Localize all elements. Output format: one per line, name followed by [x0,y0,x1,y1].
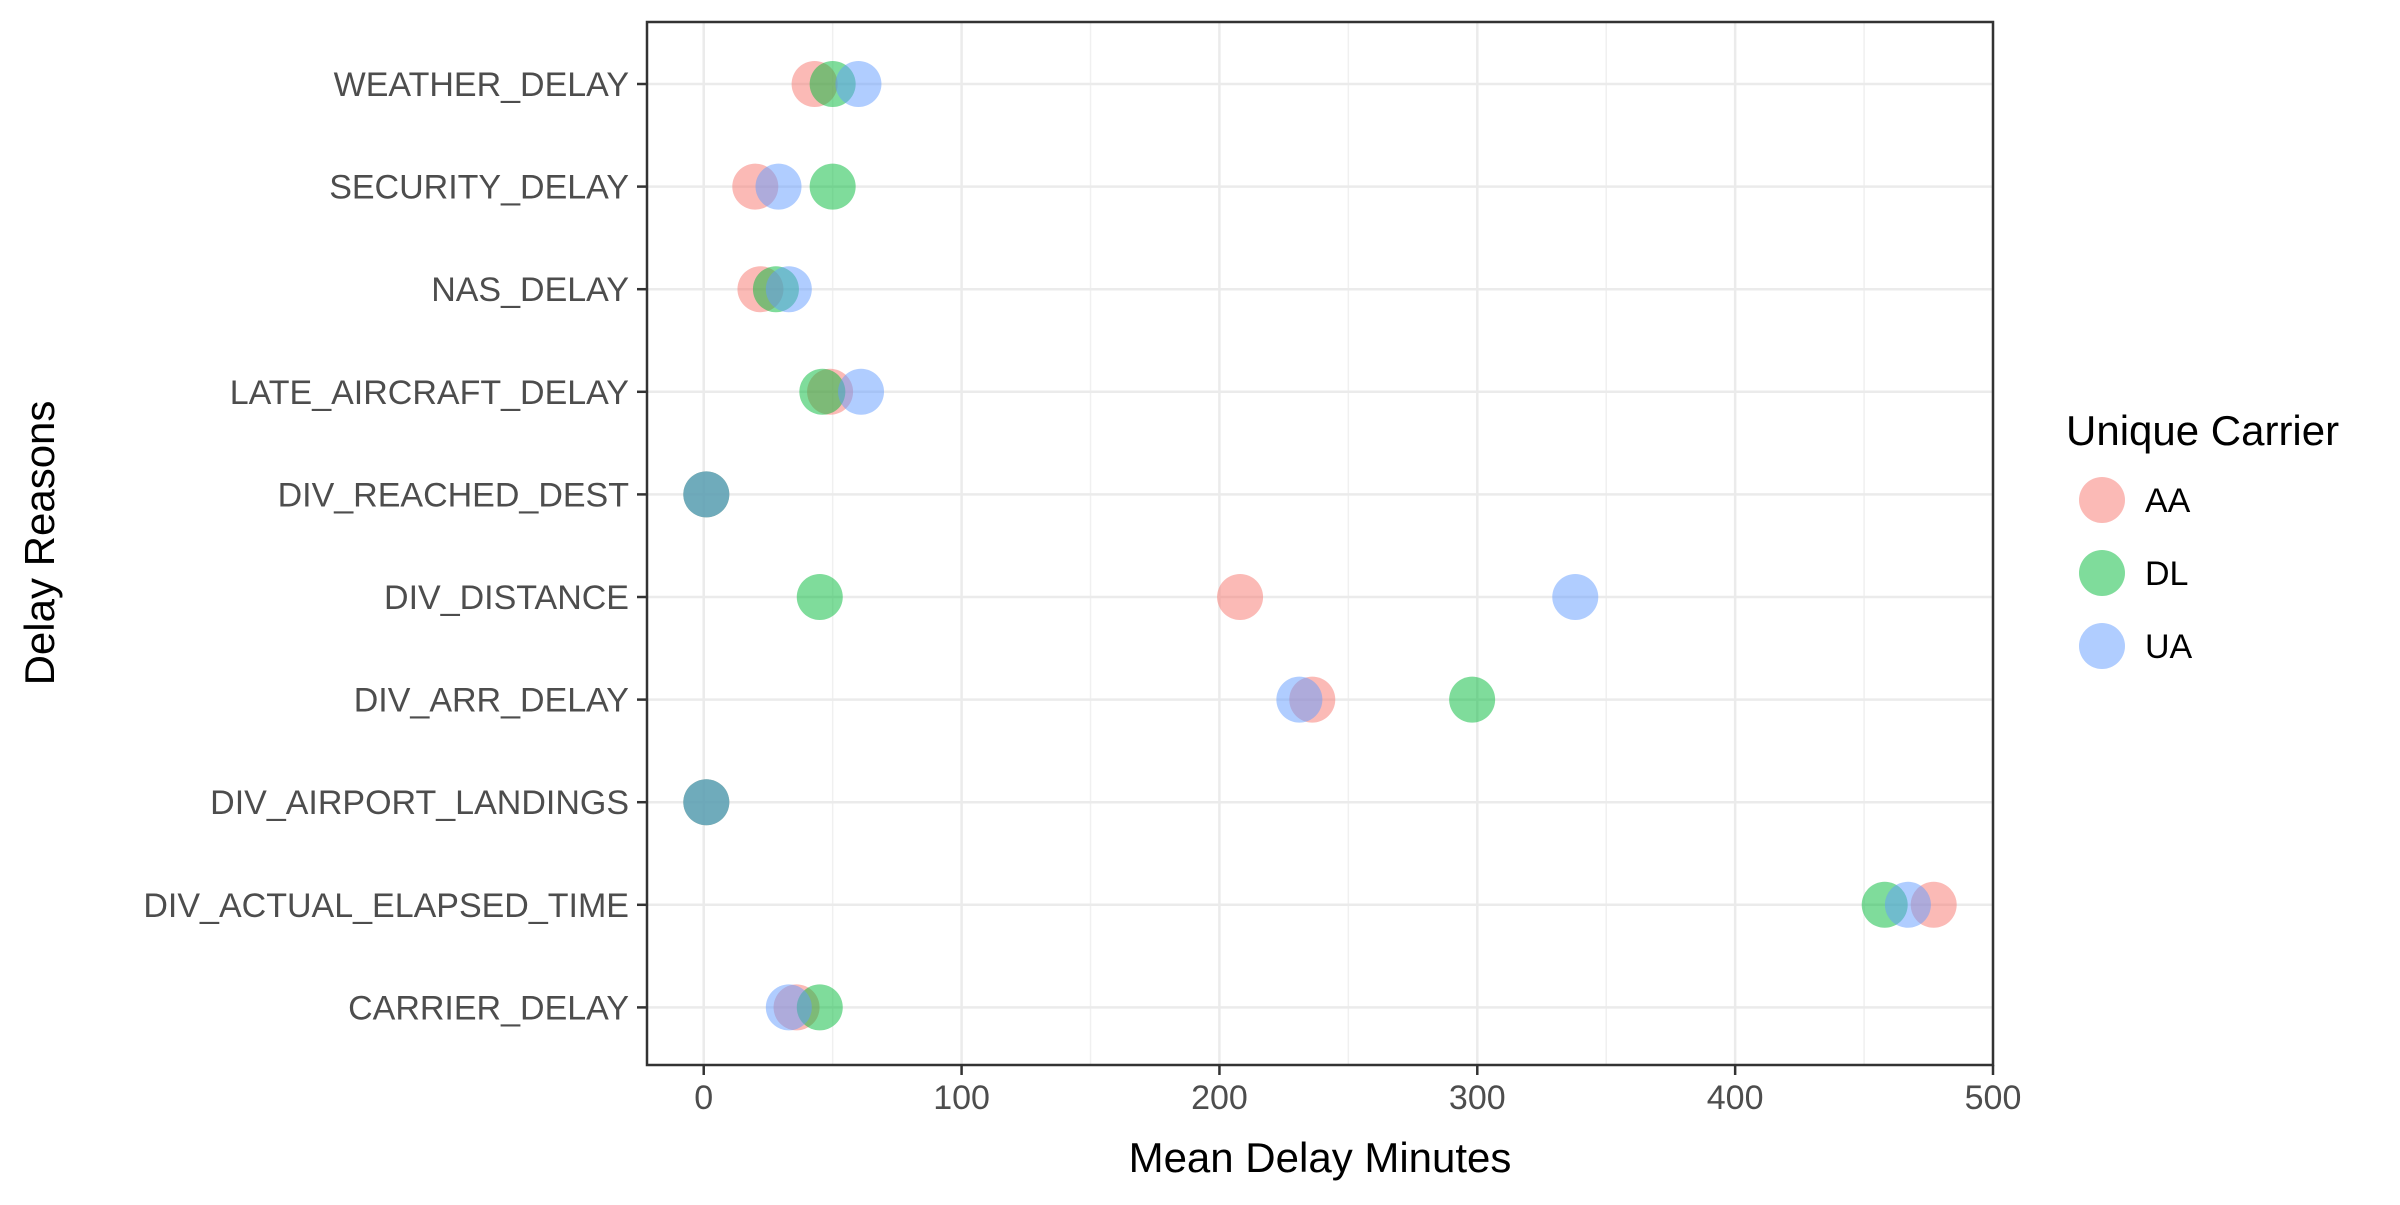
x-axis-title: Mean Delay Minutes [1129,1134,1512,1181]
data-point-aa [1217,574,1264,620]
axes: 0 100 200 300 400 500 WEATHER_DELAY SECURITY_DE… [143,66,2021,1117]
data-point-ua [755,163,802,210]
plot-panel-border [645,20,1995,1067]
x-tick-label: 0 [694,1079,713,1117]
y-tick-label: LATE_AIRCRAFT_DELAY [230,374,629,412]
data-point-ua [683,779,730,826]
legend-label-dl: DL [2145,555,2188,593]
data-point-ua [835,61,882,107]
y-tick-label: NAS_DELAY [431,271,629,309]
legend-key-aa [2079,477,2125,523]
x-tick-label: 500 [1965,1079,2022,1117]
legend-title: Unique Carrier [2066,407,2339,454]
data-point-dl [1449,676,1496,723]
x-tick-label: 100 [933,1079,990,1117]
data-point-dl [796,574,843,620]
y-tick-label: SECURITY_DELAY [329,169,629,207]
legend-label-ua: UA [2145,628,2193,666]
data-points [683,61,1957,1031]
legend-key-ua [2079,623,2125,669]
data-point-ua [1276,676,1323,723]
data-point-ua [1552,574,1599,620]
y-tick-label: WEATHER_DELAY [334,66,629,104]
legend-label-aa: AA [2145,482,2191,520]
x-tick-label: 300 [1449,1079,1506,1117]
x-tick-label: 400 [1707,1079,1764,1117]
y-axis-title: Delay Reasons [16,401,63,686]
y-tick-label: DIV_ACTUAL_ELAPSED_TIME [143,887,629,925]
y-tick-label: DIV_AIRPORT_LANDINGS [210,784,629,822]
data-point-ua [765,266,812,313]
y-tick-label: CARRIER_DELAY [348,989,629,1027]
data-point-ua [838,368,885,415]
data-point-dl [799,368,846,415]
data-point-dl [809,163,856,210]
legend: Unique Carrier AA DL UA [2066,407,2339,669]
y-tick-label: DIV_DISTANCE [384,579,629,617]
y-tick-label: DIV_ARR_DELAY [354,682,629,720]
legend-items: AA DL UA [2079,477,2193,669]
y-tick-label: DIV_REACHED_DEST [278,476,629,514]
data-point-ua [1884,881,1931,928]
legend-key-dl [2079,550,2125,596]
data-point-ua [765,984,812,1031]
x-tick-label: 200 [1191,1079,1248,1117]
data-point-ua [683,471,730,518]
